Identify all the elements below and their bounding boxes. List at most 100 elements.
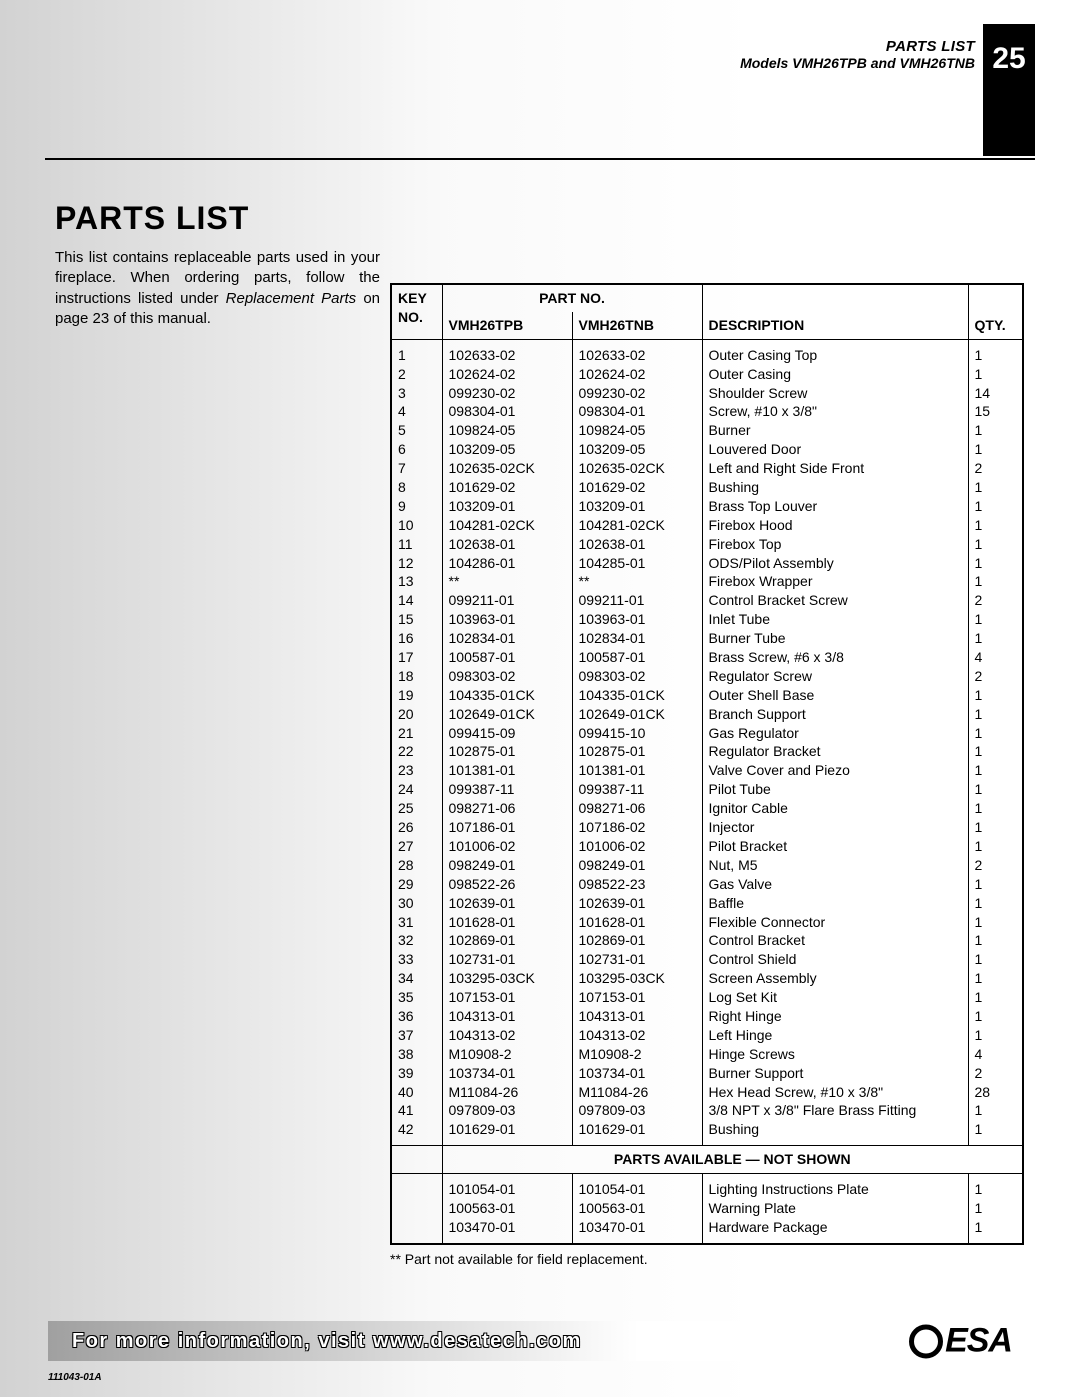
cell: 1: [968, 535, 1022, 554]
cell: 2: [968, 667, 1022, 686]
table-row: 1102633-02102633-02Outer Casing Top1: [392, 339, 1022, 364]
cell: Shoulder Screw: [702, 384, 968, 403]
cell: 104335-01CK: [442, 686, 572, 705]
cell: 28: [968, 1083, 1022, 1102]
cell: Firebox Wrapper: [702, 572, 968, 591]
cell: 2: [392, 365, 442, 384]
cell: 104285-01: [572, 554, 702, 573]
cell: 099387-11: [442, 780, 572, 799]
cell: 102638-01: [572, 535, 702, 554]
cell: Ignitor Cable: [702, 799, 968, 818]
cell: 2: [968, 459, 1022, 478]
table-row: 35107153-01107153-01Log Set Kit1: [392, 988, 1022, 1007]
table-row: 14099211-01099211-01Control Bracket Scre…: [392, 591, 1022, 610]
header-labels: PARTS LIST Models VMH26TPB and VMH26TNB: [740, 38, 975, 71]
cell: ODS/Pilot Assembly: [702, 554, 968, 573]
cell: 3/8 NPT x 3/8" Flare Brass Fitting: [702, 1101, 968, 1120]
table-row: 31101628-01101628-01Flexible Connector1: [392, 913, 1022, 932]
cell: 098522-26: [442, 875, 572, 894]
table-row: 100563-01100563-01Warning Plate1: [392, 1199, 1022, 1218]
cell: 098522-23: [572, 875, 702, 894]
document-code: 111043-01A: [48, 1372, 102, 1383]
cell: 1: [968, 421, 1022, 440]
cell: 40: [392, 1083, 442, 1102]
cell: 101054-01: [442, 1174, 572, 1199]
cell: 1: [968, 761, 1022, 780]
header-rule: [45, 158, 1035, 160]
cell: Flexible Connector: [702, 913, 968, 932]
cell: Valve Cover and Piezo: [702, 761, 968, 780]
table-row: 26107186-01107186-02Injector1: [392, 818, 1022, 837]
cell: Hex Head Screw, #10 x 3/8": [702, 1083, 968, 1102]
table-row: 42101629-01101629-01Bushing1: [392, 1120, 1022, 1145]
cell: Lighting Instructions Plate: [702, 1174, 968, 1199]
cell: 101381-01: [572, 761, 702, 780]
cell: 42: [392, 1120, 442, 1145]
cell: 1: [968, 969, 1022, 988]
page-title: PARTS LIST: [55, 200, 249, 237]
cell: 101629-01: [572, 1120, 702, 1145]
table-row: 30102639-01102639-01Baffle1: [392, 894, 1022, 913]
cell: 101054-01: [572, 1174, 702, 1199]
cell: [392, 1218, 442, 1243]
table-row: 33102731-01102731-01Control Shield1: [392, 950, 1022, 969]
cell: Regulator Bracket: [702, 742, 968, 761]
header-line1: PARTS LIST: [740, 38, 975, 55]
hdr-pn1: VMH26TPB: [449, 317, 524, 333]
cell: 26: [392, 818, 442, 837]
cell: 098303-02: [442, 667, 572, 686]
cell: 1: [968, 894, 1022, 913]
cell: Bushing: [702, 1120, 968, 1145]
cell: 104281-02CK: [442, 516, 572, 535]
cell: 1: [968, 1120, 1022, 1145]
cell: 102624-02: [572, 365, 702, 384]
cell: 1: [968, 724, 1022, 743]
cell: 33: [392, 950, 442, 969]
cell: 103295-03CK: [442, 969, 572, 988]
cell: 099211-01: [442, 591, 572, 610]
table-row: 16102834-01102834-01Burner Tube1: [392, 629, 1022, 648]
cell: Branch Support: [702, 705, 968, 724]
cell: 104313-02: [442, 1026, 572, 1045]
table-row: 25098271-06098271-06Ignitor Cable1: [392, 799, 1022, 818]
cell: 103470-01: [442, 1218, 572, 1243]
cell: 102624-02: [442, 365, 572, 384]
table-row: 9103209-01103209-01Brass Top Louver1: [392, 497, 1022, 516]
cell: 103734-01: [572, 1064, 702, 1083]
cell: 1: [968, 742, 1022, 761]
cell: 101629-02: [572, 478, 702, 497]
cell: 104313-02: [572, 1026, 702, 1045]
cell: 27: [392, 837, 442, 856]
cell: Screw, #10 x 3/8": [702, 402, 968, 421]
cell: 10: [392, 516, 442, 535]
table-row: 34103295-03CK103295-03CKScreen Assembly1: [392, 969, 1022, 988]
cell: Injector: [702, 818, 968, 837]
cell: 101006-02: [572, 837, 702, 856]
cell: Burner: [702, 421, 968, 440]
table-row: 18098303-02098303-02Regulator Screw2: [392, 667, 1022, 686]
table-row: 11102638-01102638-01Firebox Top1: [392, 535, 1022, 554]
cell: 1: [968, 1101, 1022, 1120]
cell: Left and Right Side Front: [702, 459, 968, 478]
cell: 1: [968, 875, 1022, 894]
table-row: 39103734-01103734-01Burner Support2: [392, 1064, 1022, 1083]
cell: **: [572, 572, 702, 591]
cell: 098249-01: [572, 856, 702, 875]
table-row: 17100587-01100587-01Brass Screw, #6 x 3/…: [392, 648, 1022, 667]
table-row: 37104313-02104313-02Left Hinge1: [392, 1026, 1022, 1045]
cell: 102633-02: [442, 339, 572, 364]
hdr-desc: DESCRIPTION: [709, 317, 805, 333]
cell: 103209-05: [442, 440, 572, 459]
table-row: 2102624-02102624-02Outer Casing1: [392, 365, 1022, 384]
cell: 102639-01: [442, 894, 572, 913]
cell: M11084-26: [442, 1083, 572, 1102]
cell: 37: [392, 1026, 442, 1045]
cell: 1: [968, 554, 1022, 573]
cell: Right Hinge: [702, 1007, 968, 1026]
cell: Pilot Bracket: [702, 837, 968, 856]
cell: M10908-2: [572, 1045, 702, 1064]
table-row: 40M11084-26M11084-26Hex Head Screw, #10 …: [392, 1083, 1022, 1102]
cell: 102649-01CK: [442, 705, 572, 724]
cell: 102639-01: [572, 894, 702, 913]
cell: 107186-01: [442, 818, 572, 837]
